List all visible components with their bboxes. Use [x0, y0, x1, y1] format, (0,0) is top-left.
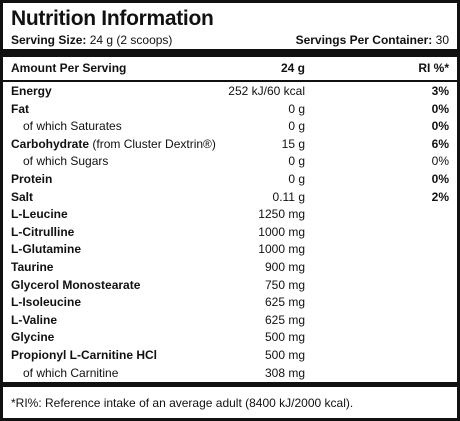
nutrient-value: 750 mg — [264, 277, 305, 292]
nutrient-name: L-Glutamine — [11, 242, 82, 257]
nutrient-value: 0 g — [288, 101, 305, 116]
table-row: Taurine 900 mg — [3, 259, 457, 277]
footnote: *RI%: Reference intake of an average adu… — [11, 396, 354, 410]
nutrient-ri: 0% — [431, 101, 449, 116]
divider-header — [3, 80, 457, 82]
nutrient-name: of which Carnitine — [23, 365, 119, 380]
table-row: of which Saturates 0 g 0% — [3, 118, 457, 136]
table-row: Carbohydrate (from Cluster Dextrin®) 15 … — [3, 136, 457, 154]
nutrient-value: 15 g — [281, 136, 305, 151]
header-serving-amount: 24 g — [280, 61, 305, 75]
table-row: Salt 0.11 g 2% — [3, 189, 457, 207]
table-row: Fat 0 g 0% — [3, 101, 457, 119]
nutrient-value: 308 mg — [264, 365, 305, 380]
divider-thick-bottom — [3, 382, 457, 387]
nutrient-value: 625 mg — [264, 295, 305, 310]
serving-size-label: Serving Size: — [11, 33, 87, 47]
nutrient-name: Salt — [11, 189, 34, 204]
table-row: of which Carnitine 308 mg — [3, 365, 457, 383]
table-row: L-Citrulline 1000 mg — [3, 224, 457, 242]
nutrient-name: Propionyl L-Carnitine HCl — [11, 347, 158, 362]
nutrient-name: Carbohydrate — [11, 136, 90, 151]
nutrient-ri: 0% — [431, 119, 449, 134]
nutrient-ri: 0% — [431, 171, 449, 186]
nutrient-name: of which Sugars — [23, 154, 109, 169]
nutrient-name: Taurine — [11, 259, 54, 274]
nutrient-name: L-Leucine — [11, 207, 68, 222]
nutrient-name: L-Valine — [11, 312, 58, 327]
table-row: Glycerol Monostearate 750 mg — [3, 277, 457, 295]
table-row: of which Sugars 0 g 0% — [3, 153, 457, 171]
nutrient-value: 625 mg — [264, 312, 305, 327]
panel-title: Nutrition Information — [11, 7, 214, 30]
nutrient-value: 500 mg — [264, 330, 305, 345]
servings-per-container-value: 30 — [435, 33, 449, 47]
nutrient-name: Fat — [11, 101, 29, 116]
nutrient-value: 252 kJ/60 kcal — [228, 84, 305, 98]
nutrient-table: Energy 252 kJ/60 kcal 3% Fat 0 g 0% of w… — [3, 83, 457, 382]
nutrient-value: 1000 mg — [258, 242, 305, 257]
nutrient-name-extra: (from Cluster Dextrin®) — [92, 136, 216, 151]
nutrient-ri: 0% — [431, 154, 449, 169]
servings-per-container: Servings Per Container: 30 — [296, 33, 449, 47]
header-ri-percent: RI %* — [418, 61, 449, 75]
nutrient-value: 0 g — [288, 154, 305, 169]
nutrient-name: Protein — [11, 171, 53, 186]
table-row: Glycine 500 mg — [3, 329, 457, 347]
header-amount-per-serving: Amount Per Serving — [11, 61, 127, 75]
nutrient-ri: 2% — [431, 189, 449, 204]
table-row: Energy 252 kJ/60 kcal 3% — [3, 83, 457, 101]
table-row: L-Glutamine 1000 mg — [3, 241, 457, 259]
servings-per-container-label: Servings Per Container: — [295, 33, 433, 47]
nutrient-name-group: Carbohydrate (from Cluster Dextrin®) — [11, 136, 216, 154]
table-row: L-Leucine 1250 mg — [3, 206, 457, 224]
nutrient-name: Energy — [11, 84, 52, 98]
nutrient-value: 1000 mg — [258, 224, 305, 239]
table-row: L-Valine 625 mg — [3, 312, 457, 330]
nutrient-value: 1250 mg — [258, 207, 305, 222]
table-row: L-Isoleucine 625 mg — [3, 294, 457, 312]
nutrient-value: 0 g — [288, 171, 305, 186]
nutrient-value: 500 mg — [264, 347, 305, 362]
nutrient-name: L-Isoleucine — [11, 295, 82, 310]
nutrient-value: 0 g — [288, 119, 305, 134]
nutrient-name: Glycine — [11, 330, 55, 345]
serving-size-value: 24 g (2 scoops) — [89, 33, 173, 47]
nutrient-value: 900 mg — [264, 259, 305, 274]
nutrient-name: Glycerol Monostearate — [11, 277, 141, 292]
nutrient-ri: 6% — [431, 136, 449, 151]
nutrient-name: L-Citrulline — [11, 224, 75, 239]
table-row: Protein 0 g 0% — [3, 171, 457, 189]
nutrient-value: 0.11 g — [272, 189, 305, 204]
divider-thick-top — [3, 49, 457, 57]
serving-size: Serving Size: 24 g (2 scoops) — [11, 33, 172, 47]
table-row: Propionyl L-Carnitine HCl 500 mg — [3, 347, 457, 365]
nutrient-name: of which Saturates — [23, 119, 122, 134]
nutrient-ri: 3% — [431, 84, 449, 98]
